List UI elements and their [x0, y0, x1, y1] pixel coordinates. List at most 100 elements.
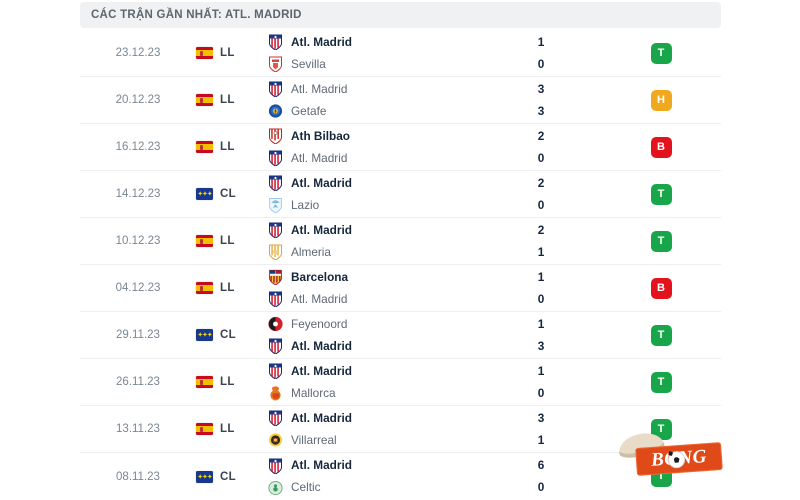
- away-team-row[interactable]: Lazio: [268, 198, 481, 213]
- result-cell: H: [601, 89, 721, 111]
- league-cell[interactable]: ✦✦✦ CL: [196, 188, 256, 200]
- away-team-row[interactable]: Atl. Madrid: [268, 150, 481, 166]
- match-date: 20.12.23: [115, 94, 161, 106]
- away-team-row[interactable]: Sevilla: [268, 56, 481, 72]
- crest-icon-getafe: [268, 103, 283, 119]
- teams-cell: Atl. Madrid Mallorca: [256, 363, 481, 401]
- home-score: 1: [537, 269, 545, 284]
- away-team-name: Sevilla: [291, 56, 326, 71]
- home-team-name: Feyenoord: [291, 316, 348, 331]
- league-code: LL: [220, 282, 235, 294]
- table-row[interactable]: 20.12.23 LL Atl. Madrid Getafe 3 3 H: [80, 77, 721, 124]
- league-cell[interactable]: LL: [196, 235, 256, 247]
- away-score: 0: [537, 291, 545, 306]
- status-badge: T: [650, 230, 672, 252]
- away-score: 0: [537, 197, 545, 212]
- away-team-row[interactable]: Getafe: [268, 104, 481, 119]
- home-team-row[interactable]: Atl. Madrid: [268, 410, 481, 426]
- home-team-row[interactable]: Atl. Madrid: [268, 81, 481, 97]
- away-team-row[interactable]: Celtic: [268, 480, 481, 495]
- table-row[interactable]: 13.11.23 LL Atl. Madrid Villarreal 3 1 T: [80, 406, 721, 453]
- table-row[interactable]: 29.11.23 ✦✦✦ CL Feyenoord Atl. Madrid 1 3 T: [80, 312, 721, 359]
- away-team-name: Villarreal: [291, 432, 337, 447]
- crest-icon-almeria: [268, 244, 283, 260]
- flag-icon-spain: [196, 94, 213, 106]
- home-team-row[interactable]: Atl. Madrid: [268, 363, 481, 379]
- status-badge: T: [650, 418, 672, 440]
- crest-icon-atletico: [268, 175, 283, 191]
- away-score: 0: [537, 150, 545, 165]
- league-code: CL: [220, 188, 236, 200]
- table-row[interactable]: 04.12.23 LL Barcelona Atl. Madrid 1 0 B: [80, 265, 721, 312]
- league-code: CL: [220, 470, 236, 483]
- home-team-row[interactable]: Atl. Madrid: [268, 34, 481, 50]
- away-score: 1: [537, 244, 545, 259]
- away-team-row[interactable]: Atl. Madrid: [268, 291, 481, 307]
- crest-icon-lazio: [268, 197, 283, 213]
- home-team-name: Atl. Madrid: [291, 175, 352, 190]
- match-date: 29.11.23: [116, 329, 160, 341]
- match-date: 26.11.23: [116, 376, 160, 388]
- away-score: 1: [537, 432, 545, 447]
- teams-cell: Atl. Madrid Villarreal: [256, 410, 481, 448]
- away-team-name: Almeria: [291, 244, 331, 259]
- match-date: 08.11.23: [116, 470, 160, 483]
- away-score: 3: [537, 103, 545, 118]
- away-score: 0: [537, 56, 545, 71]
- league-cell[interactable]: LL: [196, 47, 256, 59]
- table-row[interactable]: 23.12.23 LL Atl. Madrid Sevilla 1 0 T: [80, 30, 721, 77]
- status-badge: H: [650, 89, 672, 111]
- crest-icon-barcelona: [268, 269, 283, 285]
- home-score: 3: [537, 410, 545, 425]
- home-score: 1: [537, 316, 545, 331]
- status-badge: T: [650, 324, 672, 346]
- crest-icon-atletico: [268, 291, 283, 307]
- match-date: 13.11.23: [116, 423, 160, 435]
- table-row[interactable]: 26.11.23 LL Atl. Madrid Mallorca 1 0 T: [80, 359, 721, 406]
- away-team-row[interactable]: Villarreal: [268, 433, 481, 448]
- crest-icon-atletico: [268, 150, 283, 166]
- home-team-name: Atl. Madrid: [291, 222, 352, 237]
- table-row[interactable]: 16.12.23 LL Ath Bilbao Atl. Madrid 2 0 B: [80, 124, 721, 171]
- home-team-name: Atl. Madrid: [291, 363, 352, 378]
- crest-icon-atletico: [268, 410, 283, 426]
- home-score: 6: [537, 458, 545, 472]
- teams-cell: Atl. Madrid Getafe: [256, 81, 481, 119]
- teams-cell: Ath Bilbao Atl. Madrid: [256, 128, 481, 166]
- flag-icon-spain: [196, 282, 213, 294]
- home-team-name: Atl. Madrid: [291, 81, 348, 96]
- home-team-row[interactable]: Feyenoord: [268, 317, 481, 332]
- status-badge: B: [650, 136, 672, 158]
- crest-icon-atletico: [268, 363, 283, 379]
- league-cell[interactable]: ✦✦✦ CL: [196, 470, 256, 483]
- table-row[interactable]: 10.12.23 LL Atl. Madrid Almeria 2 1 T: [80, 218, 721, 265]
- league-cell[interactable]: ✦✦✦ CL: [196, 329, 256, 341]
- away-score: 0: [537, 480, 545, 494]
- table-row[interactable]: 14.12.23 ✦✦✦ CL Atl. Madrid Lazio 2 0 T: [80, 171, 721, 218]
- match-date: 10.12.23: [115, 235, 161, 247]
- result-cell: T: [601, 466, 721, 487]
- home-team-row[interactable]: Barcelona: [268, 270, 481, 285]
- home-score: 2: [537, 128, 545, 143]
- home-team-row[interactable]: Ath Bilbao: [268, 128, 481, 144]
- home-team-row[interactable]: Atl. Madrid: [268, 175, 481, 191]
- home-team-row[interactable]: Atl. Madrid: [268, 458, 481, 474]
- table-row[interactable]: 08.11.23 ✦✦✦ CL Atl. Madrid Celtic 6 0 T: [80, 453, 721, 500]
- league-cell[interactable]: LL: [196, 282, 256, 294]
- away-team-row[interactable]: Mallorca: [268, 386, 481, 401]
- teams-cell: Atl. Madrid Celtic: [256, 458, 481, 495]
- league-cell[interactable]: LL: [196, 376, 256, 388]
- league-cell[interactable]: LL: [196, 141, 256, 153]
- home-team-row[interactable]: Atl. Madrid: [268, 222, 481, 238]
- teams-cell: Feyenoord Atl. Madrid: [256, 317, 481, 354]
- league-cell[interactable]: LL: [196, 94, 256, 106]
- flag-icon-europe: ✦✦✦: [196, 188, 213, 200]
- crest-icon-atletico: [268, 81, 283, 97]
- away-team-row[interactable]: Almeria: [268, 244, 481, 260]
- league-cell[interactable]: LL: [196, 423, 256, 435]
- teams-cell: Atl. Madrid Almeria: [256, 222, 481, 260]
- crest-icon-villarreal: [268, 432, 283, 448]
- away-team-row[interactable]: Atl. Madrid: [268, 338, 481, 354]
